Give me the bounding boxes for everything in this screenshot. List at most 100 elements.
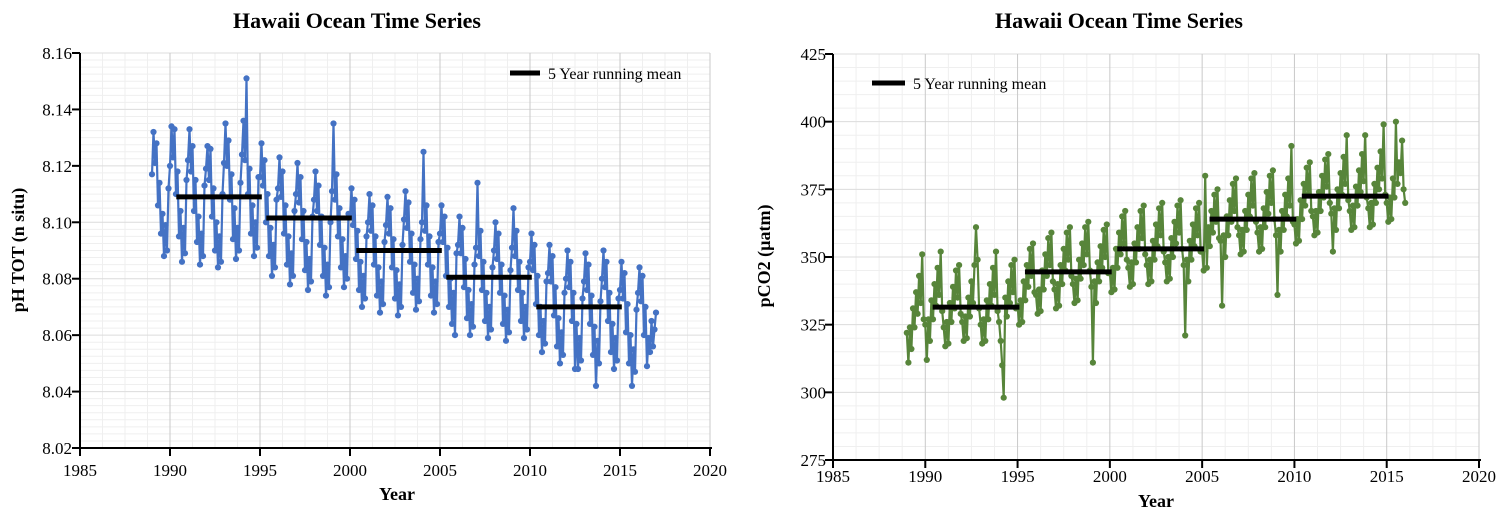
data-point	[274, 185, 282, 192]
data-point	[153, 140, 160, 147]
data-point	[1097, 243, 1104, 250]
data-point	[1355, 167, 1363, 174]
data-point	[1249, 202, 1256, 209]
data-point	[289, 272, 297, 279]
data-point	[1349, 202, 1356, 209]
data-point	[1280, 226, 1287, 233]
data-point	[445, 303, 453, 310]
data-point	[243, 75, 250, 82]
data-point	[645, 334, 652, 342]
data-point	[421, 227, 429, 234]
data-point	[1265, 210, 1272, 217]
data-point	[1142, 251, 1149, 258]
data-point	[1354, 202, 1361, 209]
data-point	[1045, 235, 1052, 242]
data-point	[1365, 205, 1372, 212]
data-point	[552, 284, 559, 291]
data-point	[598, 275, 606, 282]
y-tick-label: 375	[801, 180, 827, 199]
data-point	[1302, 202, 1309, 209]
data-point	[579, 295, 586, 302]
data-point	[426, 233, 433, 240]
data-point	[516, 258, 523, 265]
data-point	[169, 154, 177, 161]
data-point	[1357, 188, 1364, 196]
axes	[825, 53, 1481, 468]
data-point	[210, 185, 217, 192]
data-point	[486, 303, 493, 310]
data-point	[603, 258, 610, 265]
data-point	[231, 205, 238, 212]
data-point	[273, 196, 280, 203]
data-point	[418, 219, 426, 226]
data-point	[261, 157, 268, 164]
data-point	[1139, 235, 1146, 242]
data-point	[1072, 275, 1080, 282]
data-point	[1334, 186, 1341, 193]
data-point	[1262, 224, 1269, 231]
data-point	[959, 318, 966, 326]
data-point	[202, 165, 210, 172]
x-tick-label: 2000	[1093, 467, 1127, 486]
data-point	[1375, 186, 1383, 193]
data-point	[327, 219, 334, 226]
data-point	[285, 233, 292, 240]
data-point	[201, 182, 208, 189]
data-point	[1319, 172, 1326, 179]
data-point	[475, 253, 483, 260]
data-point	[917, 299, 924, 307]
data-point	[1372, 199, 1379, 206]
data-point	[564, 247, 571, 254]
data-point	[514, 286, 522, 294]
data-point	[948, 318, 955, 326]
data-point	[150, 128, 157, 136]
data-point	[925, 316, 932, 323]
data-point	[523, 326, 531, 333]
data-point	[1029, 240, 1037, 247]
data-point	[1260, 205, 1267, 212]
data-point	[1383, 199, 1390, 206]
data-point	[301, 267, 309, 274]
data-point	[622, 329, 630, 336]
data-point	[460, 284, 468, 291]
data-point	[1102, 253, 1109, 261]
legend: 5 Year running mean	[872, 76, 1046, 93]
running-mean-series	[176, 194, 622, 310]
data-point	[985, 316, 992, 323]
data-point	[1205, 224, 1212, 231]
data-point	[1335, 205, 1343, 212]
data-point	[225, 137, 232, 144]
data-point	[549, 253, 556, 260]
data-point	[160, 253, 168, 260]
data-point	[232, 255, 240, 263]
data-point	[348, 185, 355, 192]
data-point	[934, 264, 941, 271]
data-point	[294, 159, 301, 167]
data-point	[1308, 207, 1315, 215]
data-point	[592, 382, 600, 389]
data-point	[926, 337, 933, 344]
data-point	[962, 313, 969, 320]
data-point	[280, 230, 288, 237]
data-point	[363, 233, 370, 240]
data-point	[412, 306, 420, 313]
data-point	[1129, 281, 1136, 288]
data-point	[357, 258, 364, 265]
data-point	[462, 255, 469, 263]
data-point	[411, 261, 418, 268]
data-point	[300, 207, 307, 215]
data-point	[642, 303, 649, 310]
data-point	[1063, 229, 1070, 236]
y-tick-label: 400	[801, 113, 827, 132]
chart-svg: 1985 1990 1995 2000 2005 2010 2015 2020 275 300 32…	[754, 8, 1496, 511]
data-point	[963, 335, 970, 342]
data-point	[207, 145, 214, 152]
data-point	[923, 356, 930, 363]
data-point	[1226, 197, 1233, 204]
y-tick-label: 275	[801, 451, 827, 470]
data-point	[199, 253, 207, 260]
data-point	[1206, 243, 1213, 250]
data-point	[972, 224, 980, 231]
data-point	[1049, 278, 1056, 285]
data-point	[1379, 175, 1386, 182]
